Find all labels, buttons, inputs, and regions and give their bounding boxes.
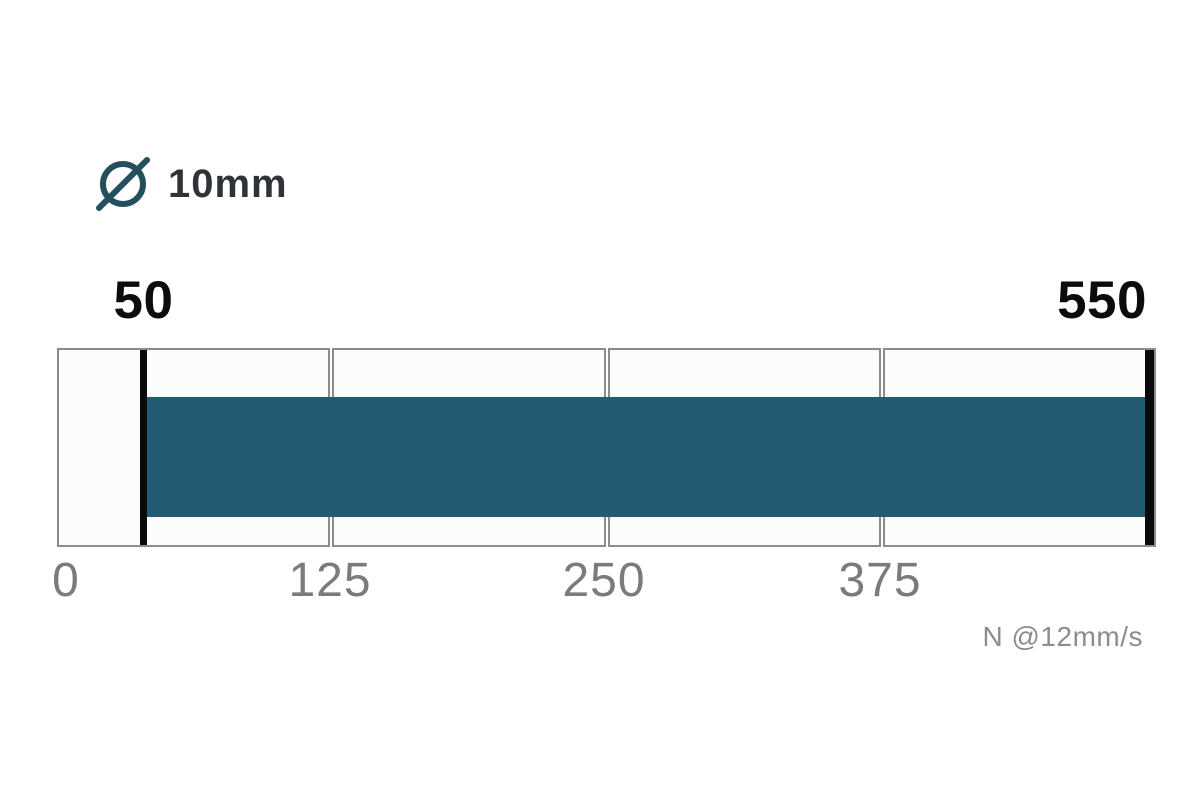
x-axis-tick-label-0: 0: [52, 554, 80, 607]
range-bar: [147, 397, 1145, 517]
range-min-tick-marker: [140, 350, 147, 545]
x-axis-tick-label-250: 250: [562, 554, 646, 607]
diameter-condition: 10mm: [94, 155, 288, 213]
x-axis-tick-label-125: 125: [288, 554, 372, 607]
range-min-label: 50: [113, 271, 174, 330]
diameter-icon: [94, 155, 152, 213]
range-max-label: 550: [1057, 271, 1147, 330]
x-axis-tick-label-375: 375: [838, 554, 922, 607]
range-max-tick-marker: [1145, 350, 1154, 545]
diameter-value-label: 10mm: [168, 162, 288, 206]
axis-unit-label: N @12mm/s: [982, 621, 1143, 652]
